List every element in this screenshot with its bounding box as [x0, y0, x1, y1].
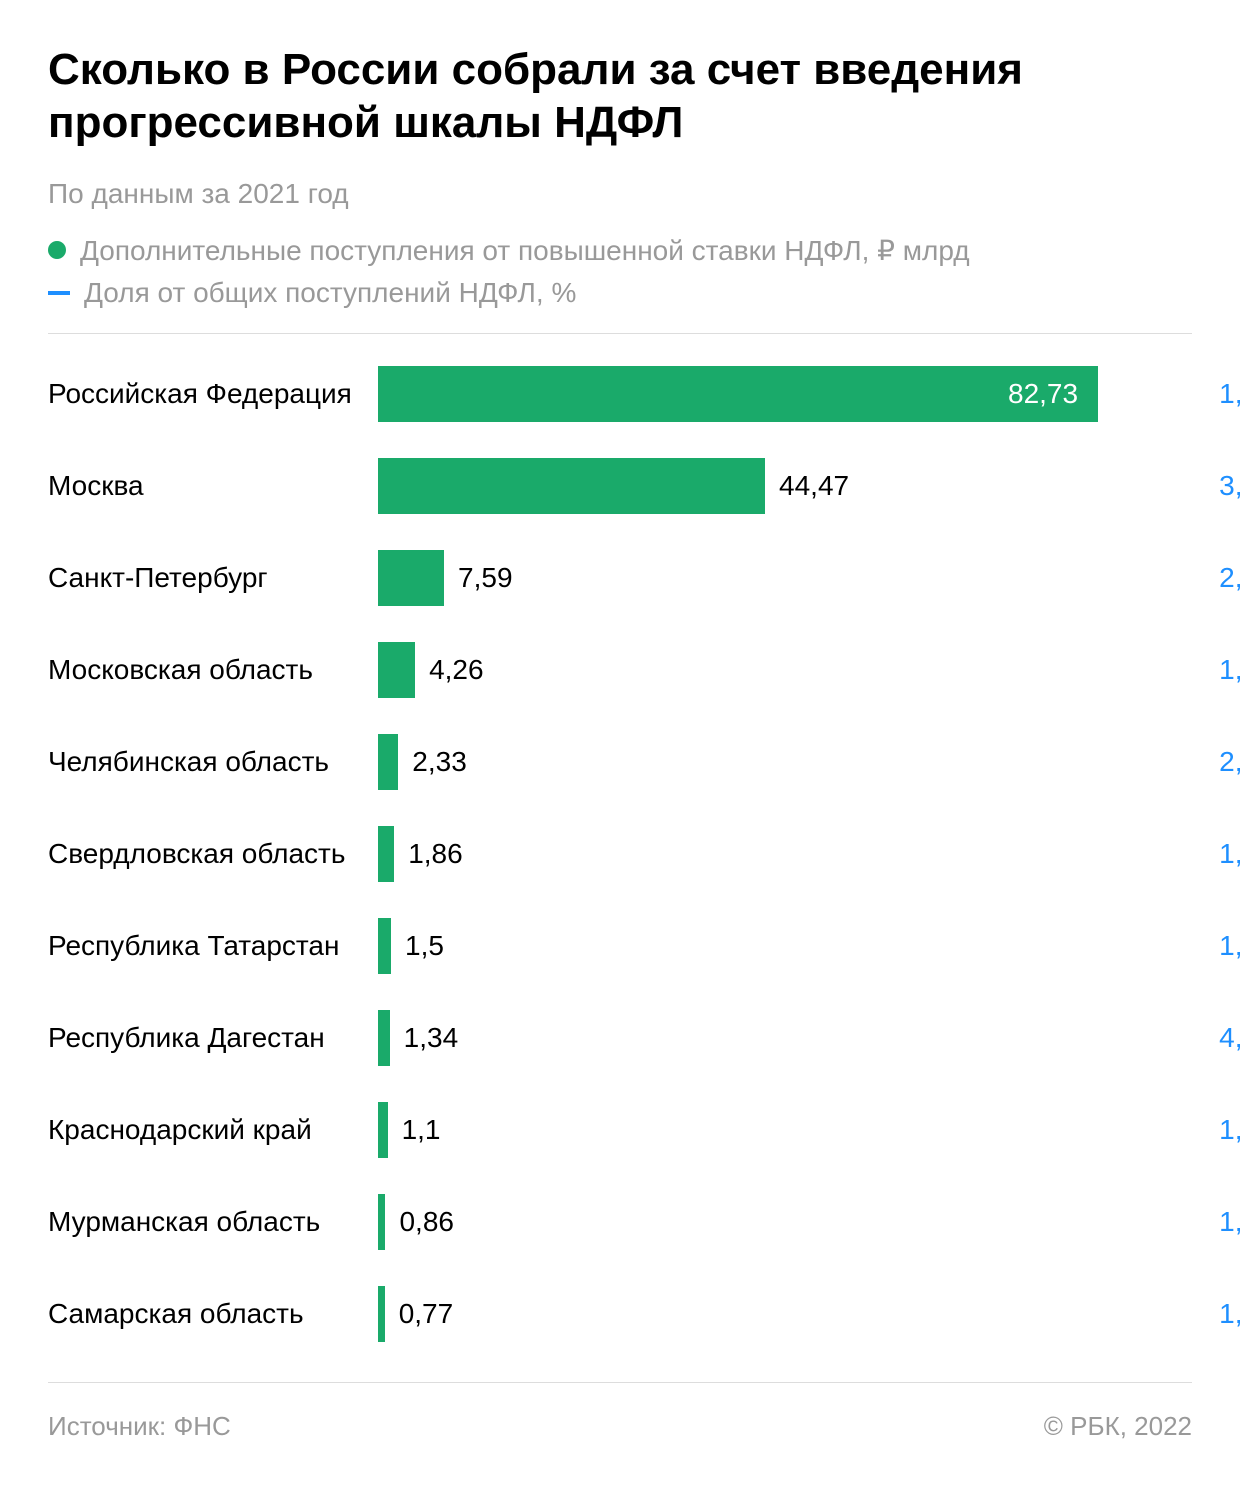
bar: [378, 918, 391, 974]
bar-value: 1,5: [405, 930, 444, 962]
bar-chart: Российская Федерация82,731,7Москва44,473…: [48, 366, 1192, 1342]
pct-value: 1,7: [1168, 378, 1240, 410]
bar: [378, 458, 765, 514]
row-label: Москва: [48, 470, 378, 502]
bar-cell: 1,5: [378, 918, 1168, 974]
row-label: Свердловская область: [48, 838, 378, 870]
divider: [48, 1382, 1192, 1383]
bar-value: 4,26: [429, 654, 484, 686]
pct-value: 2,1: [1168, 562, 1240, 594]
row-label: Российская Федерация: [48, 378, 378, 410]
bar-value: 7,59: [458, 562, 513, 594]
dash-icon: [48, 291, 70, 295]
bar-value: 82,73: [1008, 378, 1078, 410]
row-label: Самарская область: [48, 1298, 378, 1330]
circle-icon: [48, 241, 66, 259]
bar-cell: 7,59: [378, 550, 1168, 606]
copyright-text: © РБК, 2022: [1044, 1411, 1192, 1442]
legend-label-series2: Доля от общих поступлений НДФЛ, %: [84, 277, 576, 309]
source-text: Источник: ФНС: [48, 1411, 231, 1442]
row-label: Челябинская область: [48, 746, 378, 778]
legend-item-series2: Доля от общих поступлений НДФЛ, %: [48, 277, 1192, 309]
bar: [378, 1102, 388, 1158]
bar-cell: 44,47: [378, 458, 1168, 514]
legend-label-series1: Дополнительные поступления от повышенной…: [80, 234, 970, 267]
bar-cell: 0,86: [378, 1194, 1168, 1250]
chart-title: Сколько в России собрали за счет введени…: [48, 44, 1192, 150]
row-label: Краснодарский край: [48, 1114, 378, 1146]
pct-value: 1,9: [1168, 1206, 1240, 1238]
row-label: Мурманская область: [48, 1206, 378, 1238]
bar-cell: 0,77: [378, 1286, 1168, 1342]
row-label: Московская область: [48, 654, 378, 686]
bar-cell: 1,86: [378, 826, 1168, 882]
legend-item-series1: Дополнительные поступления от повышенной…: [48, 234, 1192, 267]
pct-value: 1,0: [1168, 1114, 1240, 1146]
pct-value: 1,4: [1168, 654, 1240, 686]
bar: [378, 1194, 385, 1250]
bar: [378, 1286, 385, 1342]
row-label: Республика Татарстан: [48, 930, 378, 962]
bar-cell: 82,73: [378, 366, 1168, 422]
pct-value: 1,4: [1168, 838, 1240, 870]
pct-value: 2,6: [1168, 746, 1240, 778]
bar-value: 0,77: [399, 1298, 454, 1330]
bar: [378, 642, 415, 698]
bar-value: 1,1: [402, 1114, 441, 1146]
bar: [378, 826, 394, 882]
bar-cell: 2,33: [378, 734, 1168, 790]
pct-value: 1,0: [1168, 1298, 1240, 1330]
pct-value: 3,1: [1168, 470, 1240, 502]
pct-value: 4,7: [1168, 1022, 1240, 1054]
footer: Источник: ФНС © РБК, 2022: [48, 1411, 1192, 1442]
bar: [378, 1010, 390, 1066]
chart-subtitle: По данным за 2021 год: [48, 178, 1192, 210]
bar: [378, 550, 444, 606]
bar-value: 1,34: [404, 1022, 459, 1054]
bar: [378, 734, 398, 790]
bar-cell: 4,26: [378, 642, 1168, 698]
row-label: Санкт-Петербург: [48, 562, 378, 594]
divider: [48, 333, 1192, 334]
row-label: Республика Дагестан: [48, 1022, 378, 1054]
bar-cell: 1,34: [378, 1010, 1168, 1066]
bar: [378, 366, 1098, 422]
bar-cell: 1,1: [378, 1102, 1168, 1158]
pct-value: 1,5: [1168, 930, 1240, 962]
bar-value: 44,47: [779, 470, 849, 502]
legend: Дополнительные поступления от повышенной…: [48, 234, 1192, 309]
bar-value: 2,33: [412, 746, 467, 778]
bar-value: 1,86: [408, 838, 463, 870]
bar-value: 0,86: [399, 1206, 454, 1238]
